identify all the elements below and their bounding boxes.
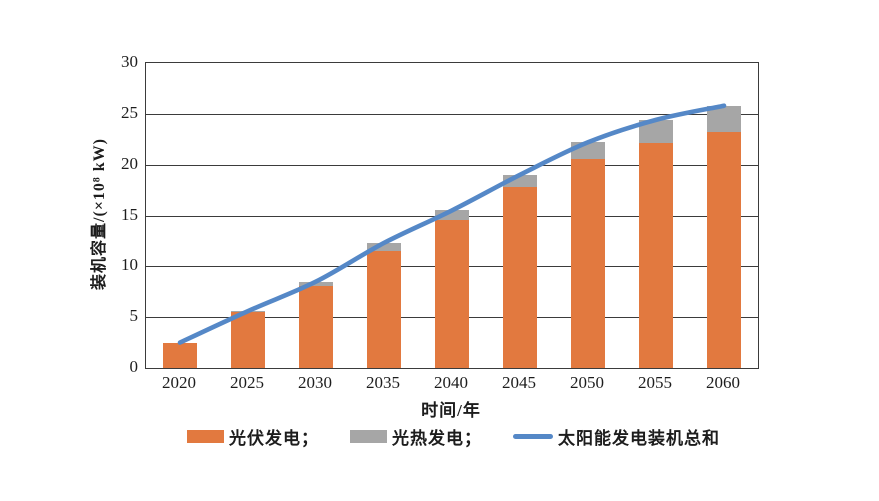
y-tick-label: 25	[121, 102, 138, 122]
x-tick-label: 2025	[230, 373, 264, 392]
bar-segment-csp	[639, 119, 673, 144]
legend-item-total: 太阳能发电装机总和	[513, 424, 720, 449]
bar-segment-pv	[163, 342, 197, 368]
y-tick-label: 0	[129, 357, 139, 376]
bar-segment-pv	[571, 158, 605, 368]
x-tick-label: 2035	[366, 373, 400, 392]
bar-segment-csp	[367, 242, 401, 252]
y-tick-label: 30	[121, 52, 138, 71]
legend-bar-swatch	[350, 430, 387, 443]
x-tick-label: 2030	[298, 373, 332, 392]
plot-area	[145, 62, 759, 369]
legend-label: 光伏发电；	[229, 429, 319, 448]
bar-segment-pv	[299, 285, 333, 368]
y-tick-label: 20	[121, 153, 138, 173]
bar-segment-pv	[435, 219, 469, 368]
gridline	[146, 164, 758, 166]
bar-segment-pv	[707, 132, 741, 368]
legend-line-swatch	[513, 434, 553, 439]
legend: 光伏发电； 光热发电； 太阳能发电装机总和	[14, 424, 879, 449]
gridline	[146, 113, 758, 115]
x-tick-label: 2020	[162, 373, 196, 392]
x-tick-label: 2050	[570, 373, 604, 392]
x-tick-label: 2060	[706, 373, 740, 392]
legend-item-csp: 光热发电；	[350, 424, 482, 449]
total-line	[177, 103, 727, 345]
legend-label: 太阳能发电装机总和	[558, 429, 720, 448]
bar-segment-pv	[503, 187, 537, 368]
bar-segment-csp	[435, 210, 469, 220]
bar-segment-pv	[231, 312, 265, 368]
bar-segment-pv	[639, 143, 673, 368]
bar-segment-pv	[367, 251, 401, 368]
legend-label: 光热发电；	[392, 429, 482, 448]
legend-bar-swatch	[187, 430, 224, 443]
x-tick-label: 2055	[638, 373, 672, 392]
x-tick-label: 2040	[434, 373, 468, 392]
y-tick-label: 5	[129, 306, 139, 326]
y-tick-label: 10	[121, 255, 138, 275]
total-line-layer	[177, 103, 727, 345]
y-tick-label: 15	[121, 204, 138, 224]
x-tick-label: 2045	[502, 373, 536, 392]
legend-item-pv: 光伏发电；	[187, 424, 319, 449]
x-axis-title: 时间/年	[421, 401, 481, 420]
